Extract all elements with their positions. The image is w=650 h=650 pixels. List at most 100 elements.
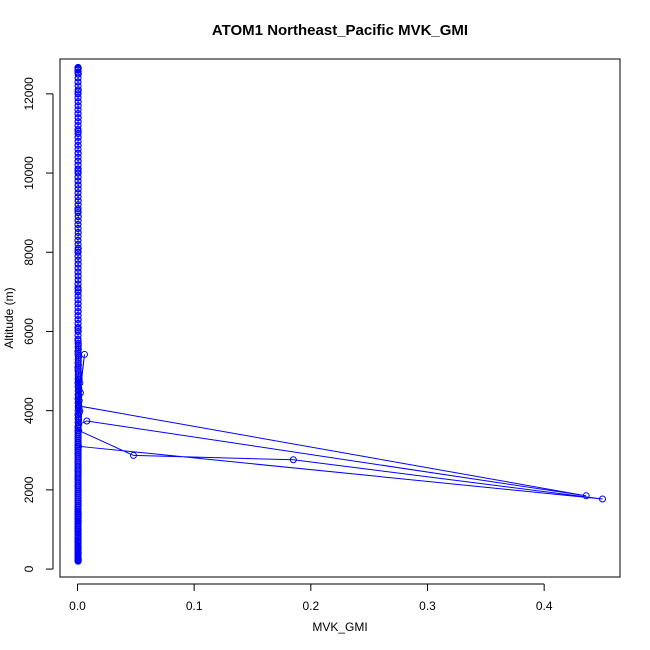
data-point xyxy=(74,494,82,502)
data-point xyxy=(74,70,82,78)
data-point xyxy=(74,411,82,419)
data-point xyxy=(74,383,82,391)
data-point xyxy=(74,193,82,201)
data-point xyxy=(74,161,82,169)
series-line xyxy=(78,430,603,500)
data-point xyxy=(81,350,88,358)
data-point xyxy=(74,74,82,82)
data-point xyxy=(74,94,82,102)
data-point xyxy=(74,288,82,296)
data-point xyxy=(74,280,82,288)
x-axis: 0.0 0.1 0.2 0.3 0.4 xyxy=(69,583,553,613)
data-point xyxy=(74,165,82,173)
data-point xyxy=(74,544,82,552)
data-point xyxy=(74,503,82,511)
plot-frame xyxy=(59,58,621,578)
data-point xyxy=(74,355,82,363)
data-point xyxy=(74,527,82,535)
data-point xyxy=(74,189,82,197)
data-point xyxy=(74,438,82,446)
data-point xyxy=(74,173,82,181)
data-point xyxy=(74,292,82,300)
data-point xyxy=(74,335,82,343)
data-point xyxy=(74,482,82,490)
data-point xyxy=(74,520,82,528)
data-point xyxy=(74,90,82,98)
data-point xyxy=(74,284,82,292)
data-point xyxy=(74,446,82,454)
y-tick-label: 12000 xyxy=(22,77,36,111)
data-point xyxy=(74,98,82,106)
data-point xyxy=(74,252,82,260)
data-point xyxy=(74,276,82,284)
data-point xyxy=(74,470,82,478)
data-point xyxy=(599,495,606,503)
data-point xyxy=(74,169,82,177)
data-point xyxy=(289,456,297,464)
data-point xyxy=(74,403,82,411)
data-point xyxy=(74,102,82,110)
data-point xyxy=(74,462,82,470)
data-point xyxy=(74,232,82,240)
data-point xyxy=(74,395,82,403)
data-point xyxy=(74,513,82,521)
data-point xyxy=(74,529,82,537)
data-point xyxy=(74,244,82,252)
y-axis-label: Altitude (m) xyxy=(2,287,16,348)
x-tick-label: 0.2 xyxy=(302,599,319,613)
data-point xyxy=(74,367,82,375)
data-point xyxy=(74,508,82,516)
data-point xyxy=(74,324,82,331)
y-tick-label: 10000 xyxy=(22,156,36,190)
data-point xyxy=(74,407,82,415)
data-point xyxy=(74,490,82,498)
data-point xyxy=(74,320,82,328)
data-point xyxy=(74,177,82,185)
data-point xyxy=(74,363,82,371)
chart-title: ATOM1 Northeast_Pacific MVK_GMI xyxy=(212,22,468,39)
y-tick-label: 2000 xyxy=(22,476,36,503)
data-point xyxy=(74,181,82,189)
data-point xyxy=(74,316,82,324)
data-point xyxy=(74,264,82,272)
data-point xyxy=(74,304,82,312)
x-axis-label: MVK_GMI xyxy=(312,620,367,634)
data-point xyxy=(74,272,82,280)
data-point xyxy=(74,312,82,320)
data-point xyxy=(74,106,82,114)
data-point xyxy=(74,248,82,256)
data-point xyxy=(74,343,82,351)
data-point xyxy=(74,260,82,268)
data-point xyxy=(74,114,82,122)
data-point xyxy=(74,486,82,494)
data-point xyxy=(74,387,82,395)
data-point xyxy=(74,474,82,482)
data-point xyxy=(74,371,82,379)
data-point xyxy=(74,541,82,549)
x-tick-label: 0.1 xyxy=(186,599,203,613)
data-point xyxy=(74,415,82,423)
data-point xyxy=(74,359,82,367)
data-point xyxy=(74,454,82,462)
data-point xyxy=(83,417,91,425)
y-tick-label: 8000 xyxy=(22,239,36,266)
data-point xyxy=(74,331,82,339)
y-tick-label: 0 xyxy=(22,565,36,572)
data-point xyxy=(74,137,82,145)
data-point xyxy=(74,221,82,229)
data-point xyxy=(74,532,82,540)
series-layer xyxy=(74,63,606,565)
data-point xyxy=(74,399,82,407)
data-point xyxy=(130,451,137,459)
data-point xyxy=(74,478,82,486)
data-point xyxy=(74,300,82,308)
data-point xyxy=(74,240,82,248)
data-point xyxy=(74,515,82,523)
data-point xyxy=(74,133,82,141)
data-point xyxy=(74,82,82,90)
y-axis: 0 2000 4000 6000 8000 10000 12000 xyxy=(22,77,54,572)
data-point xyxy=(74,125,82,133)
data-point xyxy=(74,379,82,387)
data-point xyxy=(74,506,82,514)
